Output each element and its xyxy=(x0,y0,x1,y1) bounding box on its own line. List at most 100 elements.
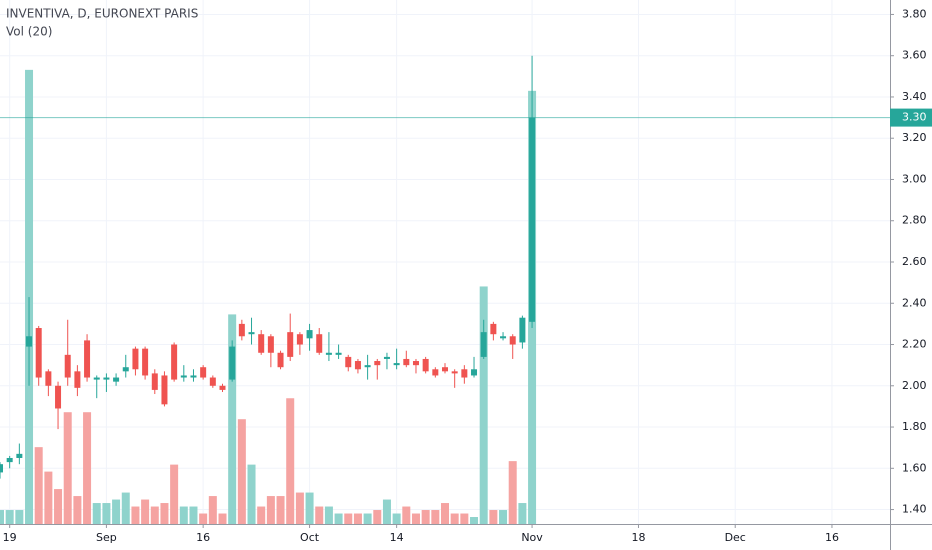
marks xyxy=(0,55,537,525)
volume-bar xyxy=(141,499,150,524)
volume-bar xyxy=(479,286,488,524)
volume-bar xyxy=(508,461,517,524)
volume-bar xyxy=(421,510,430,524)
volume-bar xyxy=(402,506,411,524)
x-tick-label: Oct xyxy=(300,531,320,544)
candle-body xyxy=(383,356,390,359)
candle-body xyxy=(529,117,536,322)
candle-body xyxy=(277,352,284,368)
candle-body xyxy=(432,369,439,376)
candle-body xyxy=(190,375,197,378)
volume-bar xyxy=(499,510,508,524)
candle-body xyxy=(74,371,81,388)
y-tick-label: 3.00 xyxy=(902,172,927,185)
candle-body xyxy=(151,373,158,390)
candle-body xyxy=(412,361,419,366)
volume-bar xyxy=(189,506,198,524)
volume-bar xyxy=(15,510,24,524)
candle-body xyxy=(325,352,332,355)
volume-bar xyxy=(34,447,43,524)
candle-body xyxy=(519,317,526,343)
candle-body xyxy=(471,369,478,376)
candle-body xyxy=(229,346,236,380)
y-tick-label: 3.20 xyxy=(902,131,927,144)
volume-bar xyxy=(489,510,498,524)
candle-body xyxy=(180,375,187,378)
x-tick-label: Nov xyxy=(521,531,543,544)
volume-bar xyxy=(83,412,92,524)
y-tick-label: 1.60 xyxy=(902,461,927,474)
volume-bar xyxy=(286,398,295,524)
volume-bar xyxy=(460,513,469,524)
candle-body xyxy=(248,332,255,335)
candle-body xyxy=(509,336,516,345)
candle-body xyxy=(451,371,458,374)
candle-body xyxy=(364,365,371,368)
candle-body xyxy=(422,358,429,372)
volume-bar xyxy=(353,513,362,524)
candle-body xyxy=(122,367,129,372)
volume-bar xyxy=(131,506,140,524)
y-tick-label: 2.80 xyxy=(902,214,927,227)
volume-label: Vol (20) xyxy=(6,25,52,39)
candle-body xyxy=(461,369,468,378)
y-tick-label: 2.00 xyxy=(902,379,927,392)
volume-bar xyxy=(382,499,391,524)
x-tick-label: 16 xyxy=(196,531,210,544)
volume-bar xyxy=(112,499,121,524)
candle-body xyxy=(335,352,342,355)
candle-body xyxy=(374,361,381,366)
candle-body xyxy=(16,453,23,458)
volume-bar xyxy=(470,517,479,524)
candle-body xyxy=(35,328,42,378)
y-tick-label: 3.60 xyxy=(902,49,927,62)
candle-body xyxy=(316,334,323,353)
candle-body xyxy=(64,354,71,378)
x-tick-label: 18 xyxy=(631,531,645,544)
volume-bar xyxy=(170,464,179,524)
volume-bar xyxy=(199,513,208,524)
y-tick-label: 3.80 xyxy=(902,7,927,20)
x-tick-label: 14 xyxy=(390,531,404,544)
candle-body xyxy=(45,371,52,386)
volume-bar xyxy=(324,506,333,524)
candle-body xyxy=(500,336,507,339)
volume-bar xyxy=(5,510,14,524)
volume-bar xyxy=(179,506,188,524)
last-price-label: 3.30 xyxy=(902,111,927,124)
volume-bar xyxy=(392,513,401,524)
volume-bar xyxy=(160,503,169,524)
grid xyxy=(0,0,890,524)
volume-bar xyxy=(431,510,440,524)
y-tick-label: 1.80 xyxy=(902,420,927,433)
candle-body xyxy=(93,377,100,380)
candle-body xyxy=(132,348,139,370)
candle-body xyxy=(258,334,265,353)
volume-bar xyxy=(237,419,246,524)
x-tick-label: Sep xyxy=(96,531,117,544)
candle-body xyxy=(403,358,410,366)
candle-body xyxy=(267,336,274,353)
y-tick-label: 2.20 xyxy=(902,338,927,351)
candle-body xyxy=(113,377,120,382)
volume-bar xyxy=(295,492,304,524)
candle-body xyxy=(345,356,352,368)
chart-title: INVENTIVA, D, EURONEXT PARIS xyxy=(6,7,198,21)
y-tick-label: 2.40 xyxy=(902,296,927,309)
candle-body xyxy=(490,323,497,335)
volume-bar xyxy=(121,492,130,524)
volume-bar xyxy=(373,510,382,524)
candle-body xyxy=(200,367,207,378)
volume-bar xyxy=(73,496,82,524)
candle-body xyxy=(161,375,168,405)
candle-body xyxy=(84,340,91,378)
last-price-badge xyxy=(890,108,932,127)
y-tick-label: 1.40 xyxy=(902,503,927,516)
candle-body xyxy=(103,377,110,380)
volume-bar xyxy=(208,496,217,524)
volume-bar xyxy=(518,503,527,524)
volume-bar xyxy=(344,513,353,524)
volume-bar xyxy=(276,496,285,524)
volume-bar xyxy=(334,513,343,524)
volume-bar xyxy=(150,506,159,524)
